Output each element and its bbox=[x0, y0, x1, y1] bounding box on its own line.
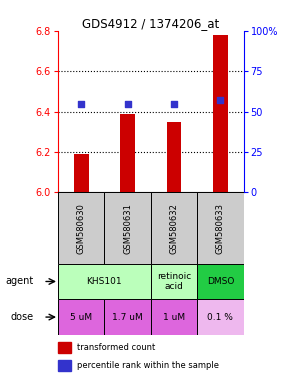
Text: transformed count: transformed count bbox=[77, 343, 155, 352]
Bar bbox=[104, 299, 151, 335]
Text: DMSO: DMSO bbox=[207, 277, 234, 286]
Bar bbox=[197, 192, 244, 264]
Point bbox=[125, 101, 130, 107]
Bar bbox=[58, 264, 151, 299]
Point bbox=[172, 101, 176, 107]
Bar bbox=[58, 299, 104, 335]
Bar bbox=[58, 192, 104, 264]
Bar bbox=[58, 360, 71, 371]
Bar bbox=[151, 264, 197, 299]
Bar bbox=[151, 299, 197, 335]
Point bbox=[79, 101, 84, 107]
Text: GSM580630: GSM580630 bbox=[77, 203, 86, 253]
Bar bbox=[74, 154, 89, 192]
Bar bbox=[213, 35, 228, 192]
Point bbox=[218, 97, 223, 103]
Text: 1.7 uM: 1.7 uM bbox=[112, 313, 143, 321]
Bar bbox=[151, 192, 197, 264]
Text: GSM580632: GSM580632 bbox=[169, 203, 179, 253]
Text: dose: dose bbox=[11, 312, 34, 322]
Text: 5 uM: 5 uM bbox=[70, 313, 92, 321]
Bar bbox=[120, 114, 135, 192]
Bar bbox=[104, 192, 151, 264]
Bar bbox=[197, 264, 244, 299]
Title: GDS4912 / 1374206_at: GDS4912 / 1374206_at bbox=[82, 17, 220, 30]
Text: 1 uM: 1 uM bbox=[163, 313, 185, 321]
Bar bbox=[197, 299, 244, 335]
Bar bbox=[166, 122, 182, 192]
Text: KHS101: KHS101 bbox=[87, 277, 122, 286]
Text: GSM580633: GSM580633 bbox=[216, 203, 225, 253]
Text: percentile rank within the sample: percentile rank within the sample bbox=[77, 361, 219, 370]
Text: 0.1 %: 0.1 % bbox=[207, 313, 233, 321]
Text: GSM580631: GSM580631 bbox=[123, 203, 132, 253]
Bar bbox=[58, 342, 71, 353]
Text: agent: agent bbox=[6, 276, 34, 286]
Text: retinoic
acid: retinoic acid bbox=[157, 272, 191, 291]
